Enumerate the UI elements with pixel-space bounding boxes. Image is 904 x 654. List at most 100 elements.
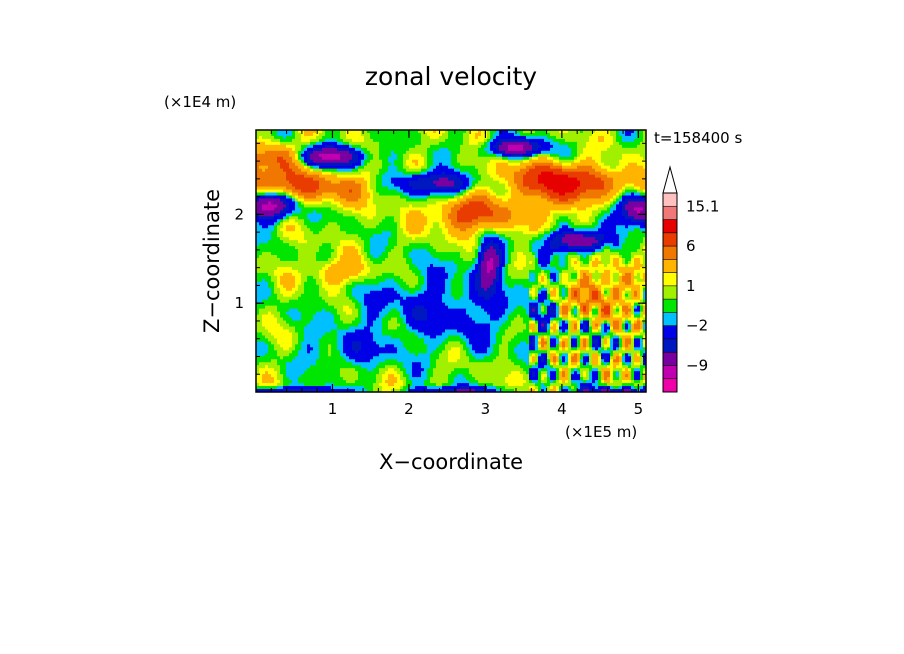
field-cell [406,216,410,220]
field-cell [559,153,563,158]
field-cell [307,222,311,226]
field-cell [403,201,407,206]
field-cell [601,216,605,220]
field-cell [343,138,347,143]
field-cell [361,234,365,238]
field-cell [316,186,320,191]
field-cell [445,177,449,182]
field-cell [265,204,269,209]
field-cell [286,130,290,134]
field-cell [433,153,437,158]
field-cell [403,180,407,185]
field-cell [523,165,527,170]
field-cell [448,180,452,185]
field-cell [271,141,275,146]
field-cell [625,201,629,206]
field-cell [586,186,590,191]
field-cell [523,162,527,167]
field-cell [457,204,461,209]
field-cell [439,225,443,229]
field-cell [526,210,530,214]
field-cell [628,171,632,176]
field-cell [457,144,461,149]
field-cell [277,222,281,226]
field-cell [463,231,467,235]
field-cell [511,228,515,232]
field-cell [307,207,311,211]
field-cell [607,216,611,220]
field-cell [637,144,641,149]
field-cell [382,130,386,134]
field-cell [277,186,281,191]
field-cell [370,162,374,167]
field-cell [628,237,632,241]
field-cell [598,171,602,176]
field-cell [349,231,353,235]
field-cell [544,210,548,214]
field-cell [499,156,503,161]
field-cell [286,216,290,220]
field-cell [352,177,356,182]
field-cell [346,180,350,185]
field-cell [409,240,413,244]
field-cell [376,138,380,143]
field-cell [598,216,602,220]
field-cell [592,237,596,241]
field-cell [589,174,593,179]
field-cell [328,138,332,143]
field-cell [427,180,431,185]
field-cell [256,231,260,235]
field-cell [502,171,506,176]
field-cell [355,228,359,232]
field-cell [361,210,365,214]
field-cell [499,219,503,223]
field-cell [553,234,557,238]
field-cell [481,237,485,241]
field-cell [304,141,308,146]
field-cell [505,177,509,182]
field-cell [445,168,449,173]
field-cell [328,237,332,241]
field-cell [520,174,524,179]
field-cell [352,234,356,238]
field-cell [415,231,419,235]
field-cell [586,150,590,155]
field-cell [361,228,365,232]
field-cell [514,156,518,161]
field-cell [616,240,620,244]
field-cell [583,171,587,176]
field-cell [331,231,335,235]
field-cell [325,198,329,203]
field-cell [259,135,263,140]
field-cell [358,219,362,223]
field-cell [481,138,485,143]
field-cell [427,225,431,229]
field-cell [604,165,608,170]
field-cell [388,201,392,206]
field-cell [316,192,320,197]
field-cell [286,165,290,170]
field-cell [580,195,584,200]
field-cell [385,171,389,176]
field-cell [286,234,290,238]
field-cell [523,210,527,214]
field-cell [349,219,353,223]
field-cell [316,130,320,134]
field-cell [571,189,575,194]
field-cell [304,195,308,200]
field-cell [355,207,359,211]
field-cell [262,153,266,158]
field-cell [292,130,296,134]
field-cell [364,222,368,226]
field-cell [448,189,452,194]
field-cell [604,240,608,244]
field-cell [415,183,419,188]
field-cell [385,237,389,241]
field-cell [292,195,296,200]
field-cell [442,234,446,238]
field-cell [433,132,437,137]
field-cell [580,189,584,194]
field-cell [442,240,446,244]
field-cell [592,147,596,152]
field-cell [604,201,608,206]
